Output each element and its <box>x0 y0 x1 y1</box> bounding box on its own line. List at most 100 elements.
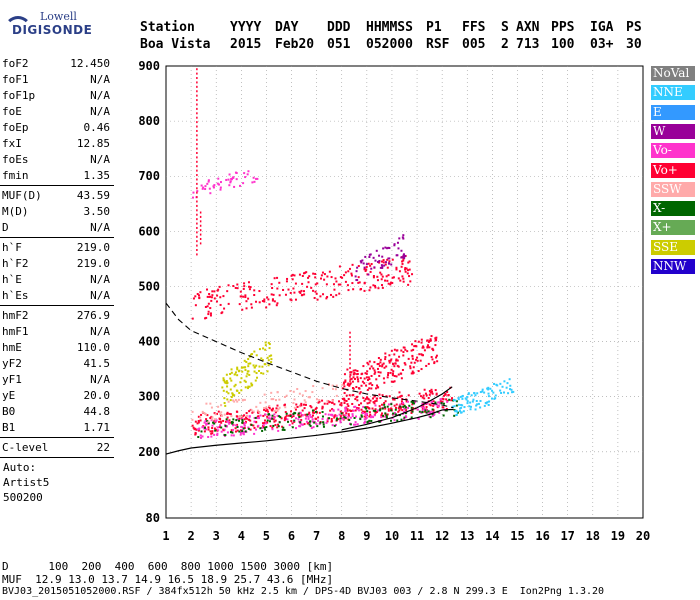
data-point <box>217 183 220 186</box>
data-point <box>366 361 369 364</box>
data-point <box>413 345 416 348</box>
data-point <box>293 291 296 294</box>
data-point <box>278 398 281 401</box>
data-point <box>367 273 370 276</box>
data-point <box>376 397 379 400</box>
legend-item-noval: NoVal <box>651 66 695 81</box>
data-point <box>349 373 352 376</box>
data-point <box>373 361 376 364</box>
data-point <box>243 418 246 421</box>
data-point <box>370 387 373 390</box>
data-point <box>271 298 274 301</box>
data-point <box>231 431 234 434</box>
data-point <box>392 380 395 383</box>
param-name: B0 <box>2 405 16 418</box>
data-point <box>196 165 198 168</box>
data-point <box>366 388 369 391</box>
y-tick-label: 500 <box>138 279 160 293</box>
data-point <box>411 357 414 360</box>
data-point <box>340 402 343 405</box>
data-point <box>420 353 423 356</box>
data-point <box>247 426 250 429</box>
data-point <box>334 277 337 280</box>
data-point <box>451 405 454 408</box>
data-point <box>201 410 204 413</box>
data-point <box>362 412 365 415</box>
data-point <box>267 413 270 416</box>
data-point <box>385 395 388 398</box>
data-point <box>376 384 379 387</box>
param-name: foF1 <box>2 73 29 86</box>
data-point <box>223 434 226 437</box>
data-point <box>318 411 321 414</box>
data-point <box>233 385 236 388</box>
param-name: hmE <box>2 341 22 354</box>
data-point <box>388 359 391 362</box>
data-point <box>392 276 395 279</box>
data-point <box>390 419 393 422</box>
data-point <box>426 345 429 348</box>
header-value-6: 005 <box>462 37 486 52</box>
data-point <box>431 414 434 417</box>
data-point <box>381 394 384 397</box>
data-point <box>434 401 437 404</box>
data-point <box>196 94 198 97</box>
data-point <box>216 294 219 297</box>
data-point <box>256 415 259 418</box>
data-point <box>366 421 369 424</box>
data-point <box>197 419 200 422</box>
data-point <box>219 188 222 191</box>
data-point <box>242 398 245 401</box>
data-point <box>204 306 207 309</box>
data-point <box>215 300 218 303</box>
data-point <box>341 397 344 400</box>
data-point <box>439 398 442 401</box>
data-point <box>437 405 440 408</box>
param-row: hmF2 276.9 <box>0 308 114 324</box>
data-point <box>463 406 466 409</box>
param-value: 22 <box>96 441 110 454</box>
data-point <box>333 415 336 418</box>
x-tick-label: 6 <box>288 529 295 543</box>
data-point <box>375 378 378 381</box>
data-point <box>252 176 255 179</box>
data-point <box>339 415 342 418</box>
data-point <box>492 391 495 394</box>
data-point <box>509 384 512 387</box>
data-point <box>196 182 198 185</box>
data-point <box>426 339 429 342</box>
data-point <box>461 404 464 407</box>
data-point <box>410 406 413 409</box>
data-point <box>360 408 363 411</box>
data-point <box>448 398 451 401</box>
data-point <box>214 429 217 432</box>
data-point <box>251 353 254 356</box>
data-point <box>252 364 255 367</box>
data-point <box>213 290 216 293</box>
data-point <box>347 382 350 385</box>
data-point <box>487 386 490 389</box>
data-point <box>196 160 198 163</box>
param-name: foF1p <box>2 89 36 102</box>
data-point <box>486 401 489 404</box>
data-point <box>479 399 482 402</box>
data-point <box>365 268 368 271</box>
data-point <box>496 384 499 387</box>
data-point <box>211 427 214 430</box>
data-point <box>412 371 415 374</box>
data-point <box>196 218 198 221</box>
data-point <box>220 414 223 417</box>
data-point <box>196 68 198 71</box>
data-point <box>194 433 197 436</box>
data-point <box>361 259 364 262</box>
data-point <box>412 366 415 369</box>
data-point <box>225 380 228 383</box>
data-point <box>347 413 350 416</box>
data-point <box>462 410 465 413</box>
data-point <box>202 426 205 429</box>
data-point <box>209 402 212 405</box>
data-point <box>483 404 486 407</box>
data-point <box>363 377 366 380</box>
data-point <box>306 285 309 288</box>
data-point <box>196 116 198 119</box>
